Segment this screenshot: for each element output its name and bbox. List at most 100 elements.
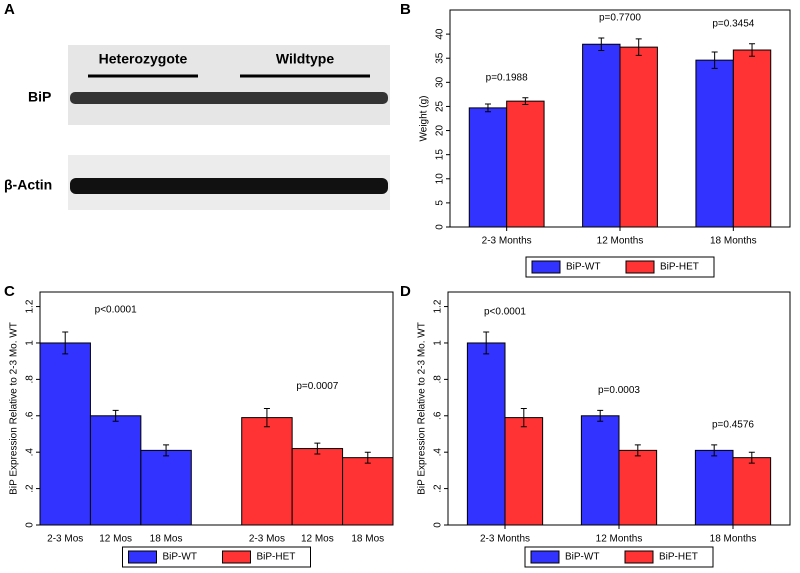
x-tick-label: 18 Mos xyxy=(150,534,183,545)
panel-letter: C xyxy=(4,283,15,300)
legend-swatch xyxy=(531,260,561,274)
y-tick-label: 40 xyxy=(435,28,446,40)
legend-label: BiP-WT xyxy=(163,552,197,563)
y-tick-label: 30 xyxy=(435,76,446,88)
annotation: p=0.0007 xyxy=(296,381,338,392)
panel-letter: B xyxy=(400,1,411,18)
group-label: Wildtype xyxy=(276,51,334,67)
y-tick-label: 5 xyxy=(435,200,446,206)
legend-label: BiP-HET xyxy=(660,262,699,273)
panel-letter: A xyxy=(4,1,15,18)
x-tick-label: 18 Months xyxy=(710,534,757,545)
error-bar xyxy=(635,38,642,56)
bar xyxy=(580,415,620,526)
error-bar xyxy=(483,331,490,355)
annotation: p<0.0001 xyxy=(484,307,526,318)
error-bar xyxy=(263,408,270,428)
y-tick-label: .2 xyxy=(433,484,444,493)
legend-swatch xyxy=(530,550,560,564)
panel-a: A Heterozygote Wildtype BiP β-Actin xyxy=(4,1,390,210)
bar xyxy=(342,457,394,526)
y-tick-label: 1 xyxy=(433,340,444,346)
y-tick-label: .4 xyxy=(433,448,444,457)
bar xyxy=(291,448,344,526)
y-tick-label: 10 xyxy=(435,173,446,185)
bar xyxy=(618,449,658,526)
y-axis-title: BiP Expression Relative to 2-3 Mo. WT xyxy=(9,322,20,495)
annotation: p=0.3454 xyxy=(712,18,754,29)
y-tick-label: 15 xyxy=(435,149,446,161)
legend-swatch xyxy=(128,550,157,564)
bar xyxy=(39,342,91,526)
y-tick-label: 20 xyxy=(435,125,446,137)
band xyxy=(70,92,388,104)
y-axis-title: BiP Expression Relative to 2-3 Mo. WT xyxy=(417,322,428,495)
bar xyxy=(694,449,734,526)
error-bar xyxy=(711,444,718,457)
row-label: BiP xyxy=(28,89,51,105)
error-bar xyxy=(597,409,604,422)
legend-swatch xyxy=(624,550,654,564)
x-tick-label: 2-3 Mos xyxy=(249,534,285,545)
y-tick-label: .2 xyxy=(25,484,36,493)
error-bar xyxy=(484,103,491,113)
legend-swatch xyxy=(222,550,251,564)
y-tick-label: 25 xyxy=(435,100,446,112)
error-bar xyxy=(598,37,605,52)
x-tick-label: 2-3 Months xyxy=(480,534,530,545)
annotation: p=0.1988 xyxy=(486,72,528,83)
y-tick-label: .4 xyxy=(25,448,36,457)
error-bar xyxy=(62,331,69,355)
y-tick-label: .8 xyxy=(433,375,444,384)
x-tick-label: 12 Months xyxy=(596,534,643,545)
y-axis-title: Weight (g) xyxy=(419,96,430,142)
bar xyxy=(732,457,772,526)
bar xyxy=(506,100,545,228)
bar xyxy=(89,415,142,526)
x-tick-label: 18 Mos xyxy=(351,534,384,545)
bar xyxy=(582,43,621,228)
error-bar xyxy=(364,451,371,464)
error-bar xyxy=(112,409,119,422)
y-tick-label: 0 xyxy=(25,522,36,528)
annotation: p=0.0003 xyxy=(598,385,640,396)
band xyxy=(70,178,388,194)
y-tick-label: .6 xyxy=(433,411,444,420)
x-tick-label: 12 Months xyxy=(597,236,644,247)
error-bar xyxy=(749,43,756,57)
legend-box xyxy=(524,546,714,568)
error-bar xyxy=(748,451,755,464)
y-tick-label: .6 xyxy=(25,411,36,420)
bar xyxy=(732,49,772,228)
annotation: p=0.7700 xyxy=(599,13,641,24)
legend-label: BiP-WT xyxy=(566,262,600,273)
bar xyxy=(619,46,658,228)
annotation: p=0.4576 xyxy=(712,420,754,431)
y-tick-label: 1.2 xyxy=(25,299,36,313)
error-bar xyxy=(634,444,641,457)
error-bar xyxy=(522,97,529,106)
y-tick-label: 35 xyxy=(435,52,446,64)
legend-swatch xyxy=(625,260,655,274)
bar xyxy=(468,107,508,228)
legend-box xyxy=(122,546,311,568)
bar xyxy=(466,342,506,526)
x-tick-label: 2-3 Mos xyxy=(47,534,83,545)
legend-label: BiP-HET xyxy=(257,552,296,563)
error-bar xyxy=(163,444,170,457)
y-tick-label: .8 xyxy=(25,375,36,384)
legend-box xyxy=(525,256,715,278)
x-tick-label: 18 Months xyxy=(710,236,757,247)
legend-label: BiP-WT xyxy=(565,552,599,563)
y-tick-label: 1.2 xyxy=(433,299,444,313)
panel-letter: D xyxy=(400,283,411,300)
annotation: p<0.0001 xyxy=(95,305,137,316)
legend-label: BiP-HET xyxy=(659,552,698,563)
y-tick-label: 1 xyxy=(25,340,36,346)
bar xyxy=(695,59,734,228)
bar xyxy=(241,417,293,526)
blot-bip xyxy=(68,45,390,125)
bar xyxy=(140,449,192,526)
